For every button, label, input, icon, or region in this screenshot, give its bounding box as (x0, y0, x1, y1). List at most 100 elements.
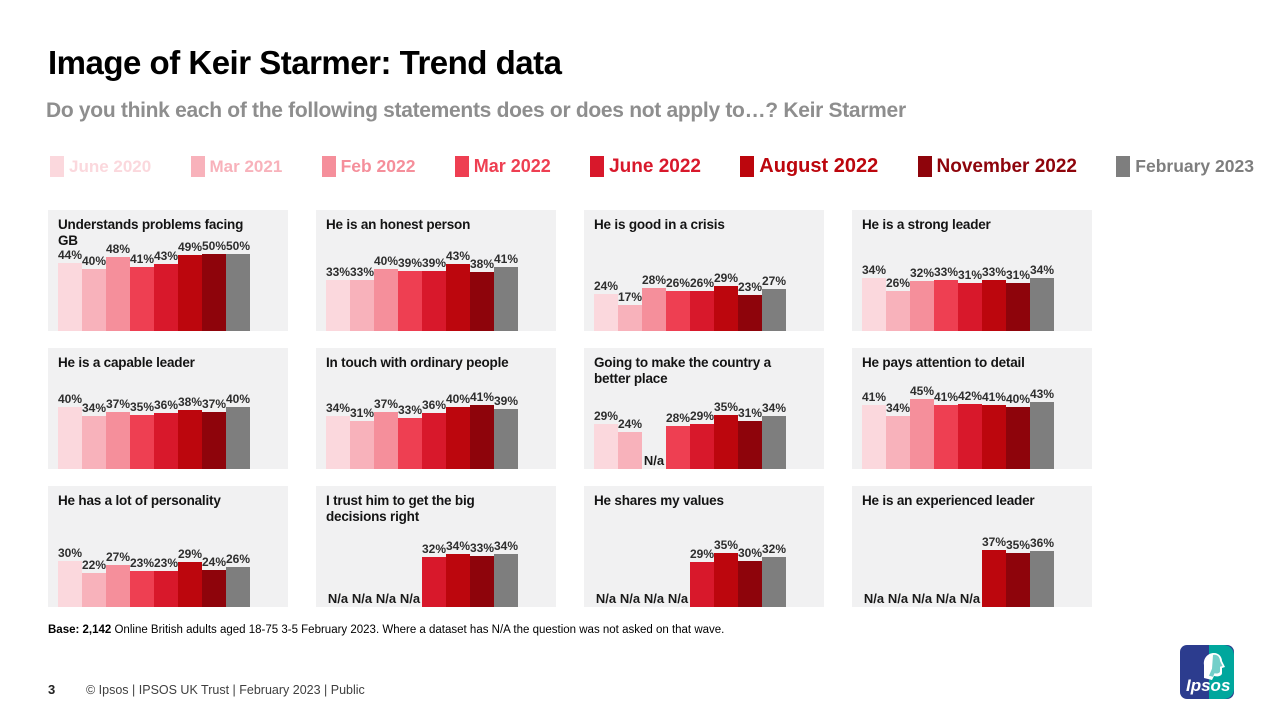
bar-value-label: 36% (153, 398, 179, 413)
bar: 36% (422, 398, 446, 469)
bar-value-label: 40% (373, 254, 399, 268)
bar-value-label: 40% (225, 392, 251, 406)
bar: 17% (618, 290, 642, 331)
chart-title: He pays attention to detail (862, 355, 1025, 370)
bar-slot-august-2022: 35% (714, 400, 738, 469)
bar-value-label: 43% (1029, 387, 1055, 402)
bar-slot-november-2022: 35% (1006, 538, 1030, 607)
bar-slot-mar-2021: N/a (886, 589, 910, 607)
bar: 34% (82, 401, 106, 469)
bar-slot-feb-2022: 45% (910, 384, 934, 469)
bar: 40% (1006, 392, 1030, 469)
bar-slot-november-2022: 31% (738, 406, 762, 469)
bar: 37% (202, 397, 226, 469)
bar-value-label: 50% (225, 238, 251, 253)
bar-slot-mar-2022: 23% (130, 556, 154, 607)
bar: 31% (350, 406, 374, 469)
bar-value-label: 31% (737, 405, 763, 420)
bar: 27% (106, 550, 130, 607)
na-label: N/a (887, 591, 909, 606)
bar: 50% (202, 239, 226, 331)
bar-value-label: 34% (761, 401, 787, 416)
bar: 29% (690, 409, 714, 469)
bar: 31% (958, 268, 982, 331)
bar: 49% (178, 240, 202, 331)
bar: 36% (1030, 536, 1054, 607)
bar-slot-june-2022: 32% (422, 542, 446, 607)
ipsos-logo: Ipsos (1180, 645, 1234, 699)
na-label: N/a (863, 591, 885, 606)
bar-slot-mar-2021: 26% (886, 276, 910, 331)
na-label: N/a (911, 591, 933, 606)
chart-title: In touch with ordinary people (326, 355, 509, 370)
bar: 30% (738, 546, 762, 607)
bar-slot-mar-2022: 39% (398, 256, 422, 331)
bar: 34% (862, 263, 886, 331)
bar-value-label: 28% (665, 410, 691, 425)
bar: 26% (690, 276, 714, 331)
bar-slot-june-2022: 23% (154, 556, 178, 607)
bar-slot-february-2023: 26% (226, 552, 250, 607)
bar-value-label: 38% (177, 395, 203, 410)
na-label: N/a (399, 591, 421, 606)
bar: 23% (130, 556, 154, 607)
chart-title: He is good in a crisis (594, 217, 725, 232)
bar-slot-june-2022: 36% (422, 398, 446, 469)
bar-value-label: 33% (933, 264, 959, 279)
bar-slot-mar-2021: 40% (82, 254, 106, 331)
bar: 33% (934, 265, 958, 331)
chart-title: I trust him to get the big decisions rig… (326, 493, 475, 525)
bar-slot-feb-2022: 37% (374, 397, 398, 469)
bar-slot-august-2022: 34% (446, 539, 470, 607)
svg-text:Ipsos: Ipsos (1186, 676, 1230, 695)
bar: 34% (886, 401, 910, 469)
bar-value-label: 32% (421, 542, 447, 557)
bar: 50% (226, 239, 250, 331)
bar-slot-june-2022: 26% (690, 276, 714, 331)
na-label: N/a (327, 591, 349, 606)
bar: 35% (714, 400, 738, 469)
bars-group: 41% 34% 45% 41% 42% 41% 40% 43% (862, 384, 1054, 469)
chart-panel: He shares my values N/a N/a N/a N/a 29% 35% 30%… (584, 486, 824, 607)
chart-title: Understands problems facing GB (58, 217, 244, 249)
bar-value-label: 23% (129, 556, 155, 571)
bar-value-label: 39% (421, 255, 447, 270)
bar-slot-june-2020: 40% (58, 392, 82, 469)
bar-value-label: 29% (177, 547, 203, 562)
chart-title: He is a capable leader (58, 355, 195, 370)
bar: 32% (762, 542, 786, 607)
bar: 41% (862, 390, 886, 469)
bar-value-label: 38% (469, 257, 495, 272)
bar: 40% (58, 392, 82, 469)
bar-slot-june-2022: N/a (958, 589, 982, 607)
bar-value-label: 45% (909, 384, 935, 399)
bar: 29% (714, 271, 738, 331)
base-note-bold: Base: 2,142 (48, 624, 112, 636)
bar: 41% (130, 252, 154, 331)
legend-label: June 2020 (69, 156, 152, 176)
bar-value-label: 26% (225, 551, 251, 566)
bar-slot-mar-2022: 33% (398, 403, 422, 469)
bar: 37% (106, 397, 130, 469)
legend-item-feb-2022: Feb 2022 (321, 156, 415, 177)
bar-slot-february-2023: 34% (494, 539, 518, 607)
bar-slot-june-2022: 29% (690, 409, 714, 469)
bar-slot-june-2022: 42% (958, 389, 982, 469)
bar-slot-mar-2021: 17% (618, 290, 642, 331)
bar-value-label: 42% (957, 388, 983, 403)
chart-panel: He pays attention to detail 41% 34% 45% 41% 4… (852, 348, 1092, 469)
bar-slot-february-2023: 39% (494, 394, 518, 469)
chart-panel: He is an experienced leader N/a N/a N/a N/a N… (852, 486, 1092, 607)
bar-slot-november-2022: 24% (202, 555, 226, 607)
chart-panel: He is an honest person 33% 33% 40% 39% 39% 43%… (316, 210, 556, 331)
bar-value-label: 40% (57, 392, 83, 406)
bar: 22% (82, 558, 106, 607)
base-note: Base: 2,142 Online British adults aged 1… (48, 624, 724, 636)
bar-slot-august-2022: 35% (714, 538, 738, 607)
bar: 41% (470, 390, 494, 469)
bar-slot-august-2022: 49% (178, 240, 202, 331)
chart-panel: He is a strong leader 34% 26% 32% 33% 31% 33% 3… (852, 210, 1092, 331)
na-label: N/a (375, 591, 397, 606)
bar: 36% (154, 398, 178, 469)
